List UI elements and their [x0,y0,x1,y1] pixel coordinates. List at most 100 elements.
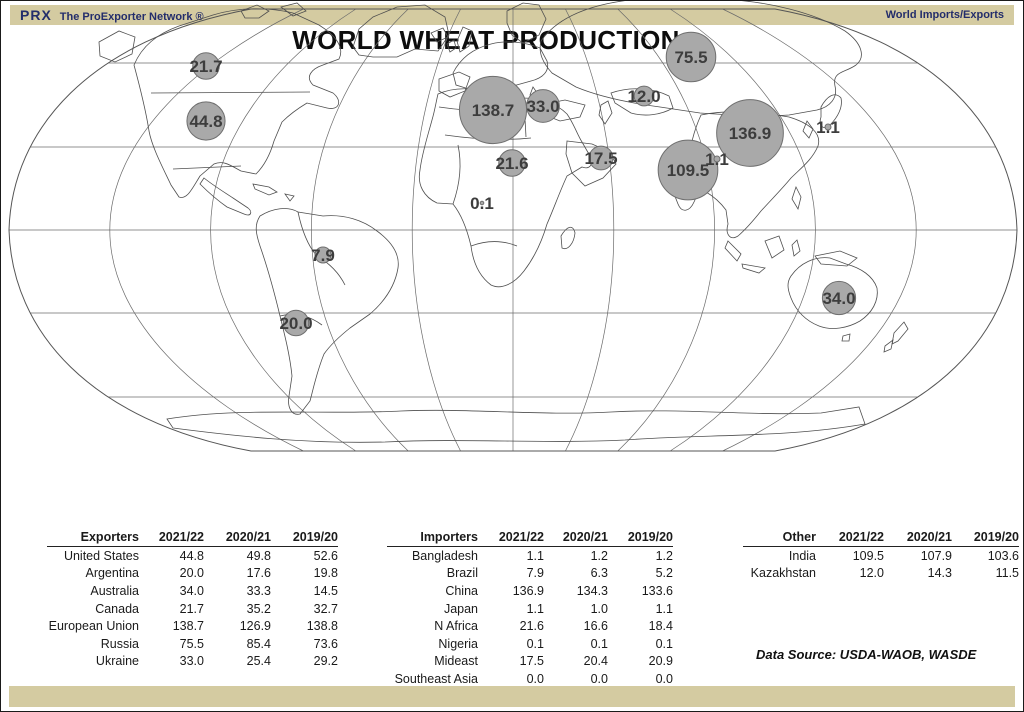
bubble-india: 109.5 [657,139,719,201]
brand-tagline: The ProExporter Network ® [59,11,204,23]
value-cell: 107.9 [920,548,952,563]
value-cell: 136.9 [512,583,544,598]
meridian-line [210,8,356,452]
value-cell: 103.6 [987,548,1019,563]
meridian-line [617,8,715,452]
value-cell: 29.2 [313,654,338,669]
cuba-outline [252,183,278,196]
arctic-island-outline [280,2,307,17]
table-header-row: Other 2021/22 2020/21 2019/20 [743,525,1019,547]
bubble-circle [282,309,310,337]
value-cell: 34.0 [179,583,204,598]
australia-outline [787,257,878,329]
header-bar: PRX The ProExporter Network ® World Impo… [10,5,1014,25]
region-name-cell: N Africa [434,619,478,634]
bubble-nigeria: 0.1 [470,194,494,213]
region-name-cell: Ukraine [95,654,139,669]
value-cell: 6.3 [590,566,608,581]
exporters-table: Exporters 2021/22 2020/21 2019/20 United Sta… [47,525,338,670]
new-guinea-outline [814,250,858,267]
hispaniola-outline [284,193,295,202]
column-header-year: 2020/21 [204,525,271,547]
united-kingdom-outline [456,26,473,53]
kazakhstan-outline [610,88,674,116]
bubble-circle [479,200,485,206]
table-row: India 109.5 107.9 103.6 [743,547,1019,565]
region-name-cell: Australia [90,583,139,598]
data-source-note: Data Source: USDA-WAOB, WASDE [756,647,977,662]
column-header-year: 2020/21 [544,525,608,547]
region-name-cell: Bangladesh [411,548,478,563]
border-us-mexico [172,165,242,170]
table-row: Nigeria 0.1 0.1 0.1 [387,635,673,653]
bubble-circle [716,99,784,167]
column-header-year: 2021/22 [139,525,204,547]
value-cell: 19.8 [313,566,338,581]
border-africa [452,144,461,205]
bubble-circle [192,52,220,80]
africa-outline [418,88,592,288]
column-header-group: Importers [387,525,478,547]
bubble-united-states: 44.8 [186,101,226,141]
value-cell: 44.8 [179,548,204,563]
table-row: Canada 21.7 35.2 32.7 [47,600,338,618]
value-cell: 138.8 [306,619,338,634]
value-cell: 0.0 [590,671,608,686]
table-row: Mideast 17.5 20.4 20.9 [387,653,673,671]
value-cell: 20.9 [648,654,673,669]
meridian-line [722,8,917,452]
value-cell: 7.9 [526,566,544,581]
bubble-value-label: 0.1 [470,194,494,213]
ireland-outline [446,39,457,53]
bubble-kazakhstan: 12.0 [627,85,661,107]
brand: PRX The ProExporter Network ® [20,7,204,23]
bubble-circle [665,31,717,83]
table-row: Japan 1.1 1.0 1.1 [387,600,673,618]
bubble-circle [498,149,526,177]
value-cell: 0.0 [655,671,673,686]
value-cell: 133.6 [641,583,673,598]
map-outline [8,8,1018,452]
table-row: European Union 138.7 126.9 138.8 [47,617,338,635]
value-cell: 0.0 [526,671,544,686]
column-header-year: 2019/20 [608,525,673,547]
bubble-circle [458,75,528,145]
bubble-value-label: 33.0 [526,97,559,116]
footer-bar: © 2021 PRX Report not intended as trade … [9,686,1015,707]
bubble-value-label: 21.7 [189,57,222,76]
value-cell: 33.3 [246,583,271,598]
value-cell: 21.6 [519,619,544,634]
column-header-group: Other [743,525,816,547]
value-cell: 17.5 [519,654,544,669]
bubble-value-label: 34.0 [822,289,855,308]
new-zealand-outline [883,339,894,353]
bubble-value-label: 21.6 [495,154,528,173]
region-name-cell: China [445,583,478,598]
value-cell: 11.5 [995,566,1019,581]
bubble-circle [713,155,721,163]
table-row: Brazil 7.9 6.3 5.2 [387,565,673,583]
value-cell: 134.3 [576,583,608,598]
value-cell: 73.6 [313,636,338,651]
bubble-russia: 75.5 [665,31,717,83]
meridian-line [411,8,461,452]
brand-logo: PRX [20,7,52,23]
value-cell: 35.2 [246,601,271,616]
bubble-circle [588,145,614,171]
iceland-outline [430,27,449,43]
central-america-outline [199,177,252,216]
value-cell: 20.0 [179,566,204,581]
bubble-mideast: 17.5 [584,145,618,171]
caspian-sea-outline [598,100,613,125]
column-header-year: 2021/22 [478,525,544,547]
sumatra-outline [724,240,742,262]
region-name-cell: Russia [100,636,139,651]
region-name-cell: India [788,548,816,563]
value-cell: 14.5 [313,583,338,598]
bubble-value-label: 138.7 [472,101,515,120]
table-row: Kazakhstan 12.0 14.3 11.5 [743,565,1019,583]
map-graticule [9,8,1017,452]
region-name-cell: Nigeria [438,636,478,651]
